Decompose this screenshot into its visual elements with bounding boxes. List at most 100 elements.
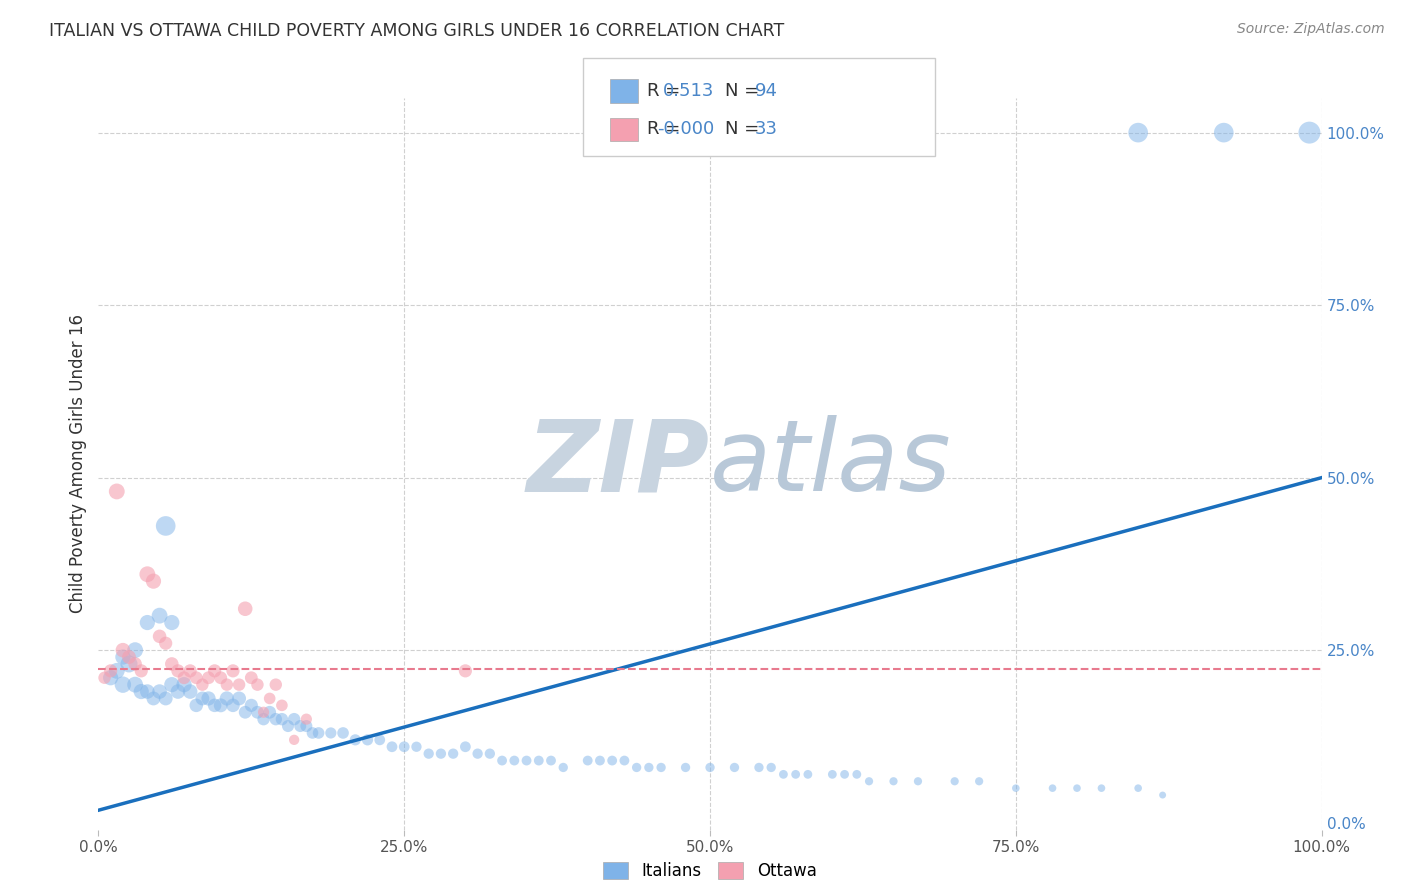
Point bbox=[576, 754, 599, 768]
Point bbox=[191, 678, 214, 692]
Legend: Italians, Ottawa: Italians, Ottawa bbox=[596, 855, 824, 887]
Point bbox=[418, 747, 440, 761]
Point bbox=[129, 664, 152, 678]
Point bbox=[589, 754, 612, 768]
Point bbox=[191, 691, 214, 706]
Point bbox=[111, 650, 134, 665]
Point bbox=[252, 712, 274, 726]
Point bbox=[124, 678, 146, 692]
Point bbox=[204, 664, 226, 678]
Point bbox=[149, 629, 172, 643]
Point bbox=[155, 691, 177, 706]
Point bbox=[259, 691, 281, 706]
Point bbox=[124, 657, 146, 671]
Point bbox=[124, 643, 146, 657]
Point bbox=[1298, 126, 1320, 140]
Text: R =: R = bbox=[647, 120, 681, 138]
Point bbox=[105, 664, 128, 678]
Point bbox=[228, 678, 250, 692]
Point bbox=[136, 615, 159, 630]
Point bbox=[295, 712, 318, 726]
Point bbox=[785, 767, 807, 781]
Point bbox=[723, 760, 745, 774]
Point bbox=[160, 657, 183, 671]
Point bbox=[301, 726, 323, 740]
Point bbox=[222, 698, 245, 713]
Text: 0.513: 0.513 bbox=[662, 82, 714, 100]
Point bbox=[233, 705, 256, 719]
Point bbox=[136, 567, 159, 582]
Point bbox=[100, 664, 122, 678]
Point bbox=[111, 643, 134, 657]
Point bbox=[515, 754, 537, 768]
Point bbox=[149, 684, 172, 698]
Point bbox=[270, 698, 294, 713]
Point bbox=[638, 760, 661, 774]
Point bbox=[233, 601, 256, 615]
Point bbox=[943, 774, 966, 789]
Point bbox=[197, 691, 219, 706]
Point bbox=[650, 760, 672, 774]
Point bbox=[215, 691, 238, 706]
Point bbox=[368, 732, 391, 747]
Point bbox=[209, 671, 232, 685]
Point bbox=[277, 719, 299, 733]
Point bbox=[149, 608, 172, 623]
Point bbox=[259, 705, 281, 719]
Point bbox=[1004, 781, 1026, 796]
Point bbox=[155, 519, 177, 533]
Point bbox=[136, 684, 159, 698]
Point bbox=[283, 732, 305, 747]
Point bbox=[761, 760, 783, 774]
Text: -0.000: -0.000 bbox=[657, 120, 714, 138]
Point bbox=[160, 615, 183, 630]
Point bbox=[129, 684, 152, 698]
Point bbox=[553, 760, 575, 774]
Point bbox=[467, 747, 489, 761]
Point bbox=[381, 739, 404, 754]
Point bbox=[1128, 126, 1150, 140]
Point bbox=[209, 698, 232, 713]
Point bbox=[295, 719, 318, 733]
Point bbox=[240, 671, 263, 685]
Point bbox=[1128, 781, 1150, 796]
Point bbox=[173, 678, 195, 692]
Point bbox=[118, 657, 141, 671]
Point bbox=[179, 684, 201, 698]
Point bbox=[392, 739, 416, 754]
Point bbox=[699, 760, 721, 774]
Point bbox=[186, 671, 208, 685]
Point bbox=[626, 760, 648, 774]
Point bbox=[222, 664, 245, 678]
Point bbox=[246, 705, 269, 719]
Text: N =: N = bbox=[725, 120, 759, 138]
Point bbox=[319, 726, 342, 740]
Point bbox=[478, 747, 501, 761]
Point bbox=[142, 691, 165, 706]
Point bbox=[167, 684, 190, 698]
Point bbox=[821, 767, 844, 781]
Point bbox=[186, 698, 208, 713]
Point bbox=[160, 678, 183, 692]
Point bbox=[155, 636, 177, 650]
Point bbox=[772, 767, 794, 781]
Point bbox=[283, 712, 305, 726]
Point bbox=[270, 712, 294, 726]
Text: N =: N = bbox=[725, 82, 759, 100]
Point bbox=[111, 678, 134, 692]
Point bbox=[356, 732, 378, 747]
Point bbox=[1042, 781, 1064, 796]
Point bbox=[246, 678, 269, 692]
Point bbox=[883, 774, 905, 789]
Y-axis label: Child Poverty Among Girls Under 16: Child Poverty Among Girls Under 16 bbox=[69, 314, 87, 614]
Point bbox=[204, 698, 226, 713]
Text: R =: R = bbox=[647, 82, 681, 100]
Point bbox=[797, 767, 820, 781]
Point bbox=[1066, 781, 1088, 796]
Point bbox=[540, 754, 562, 768]
Point bbox=[197, 671, 219, 685]
Point bbox=[834, 767, 856, 781]
Point bbox=[405, 739, 427, 754]
Point bbox=[454, 664, 477, 678]
Point bbox=[613, 754, 636, 768]
